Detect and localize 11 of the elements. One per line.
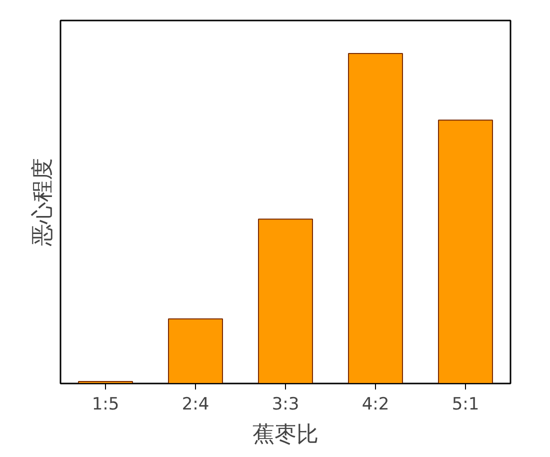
x-axis-title: 蕉枣比 bbox=[252, 422, 318, 448]
x-tick-label: 3:3 bbox=[272, 394, 300, 414]
bar bbox=[438, 120, 493, 384]
x-tick-label: 2:4 bbox=[182, 394, 210, 414]
bar bbox=[348, 53, 403, 384]
x-tick-label: 1:5 bbox=[92, 394, 120, 414]
x-tick-label: 5:1 bbox=[452, 394, 480, 414]
x-tick-label: 4:2 bbox=[362, 394, 390, 414]
y-axis-title: 恶心程度 bbox=[30, 158, 56, 247]
bar bbox=[258, 218, 313, 384]
bar bbox=[168, 318, 223, 384]
